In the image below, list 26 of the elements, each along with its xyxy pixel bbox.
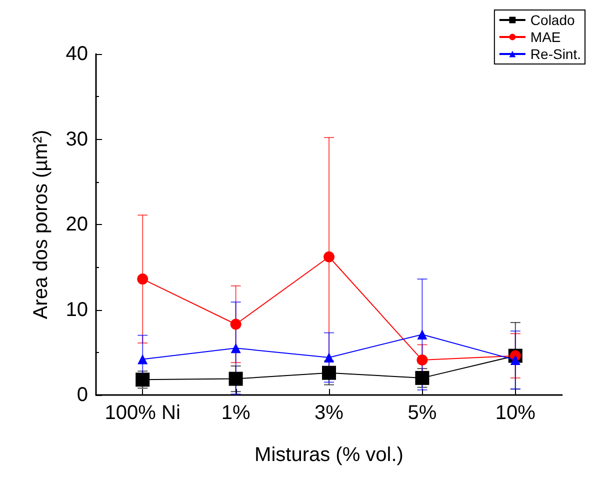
legend-label: Colado: [530, 12, 576, 28]
point: [137, 274, 148, 285]
y-axis-title: Area dos poros (µm²): [30, 130, 52, 320]
y-tick-label: 40: [66, 43, 88, 65]
y-tick-label: 10: [66, 298, 88, 321]
x-axis-title: Misturas (% vol.): [254, 444, 404, 466]
legend-label: MAE: [530, 29, 561, 45]
legend-label: Re-Sint.: [530, 46, 582, 62]
point: [230, 318, 242, 330]
point: [417, 329, 428, 340]
x-tick-label: 1%: [221, 402, 250, 424]
point: [324, 352, 334, 362]
point: [230, 343, 241, 354]
point: [416, 354, 428, 366]
point: [228, 372, 243, 386]
x-tick-label: 3%: [314, 402, 344, 424]
point: [415, 370, 430, 385]
y-tick-label: 0: [76, 384, 88, 406]
x-tick-label: 100% Ni: [104, 402, 180, 424]
point: [324, 251, 334, 262]
y-tick-label: 30: [66, 128, 88, 150]
x-tick-label: 10%: [495, 402, 536, 424]
point: [138, 354, 148, 364]
y-tick-label: 20: [66, 214, 88, 236]
point: [322, 366, 336, 380]
x-tick-label: 5%: [408, 402, 437, 424]
